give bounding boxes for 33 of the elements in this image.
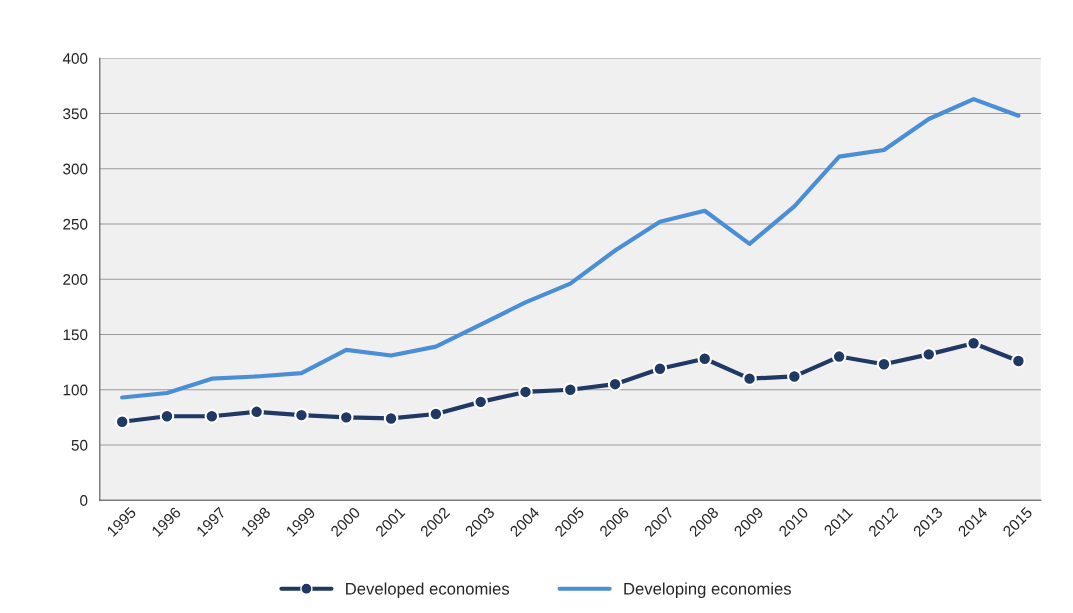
point [831, 349, 847, 364]
point [428, 406, 444, 422]
y-tick-label: 0 [80, 495, 88, 506]
y-tick-label: 350 [63, 108, 88, 120]
point [383, 411, 399, 426]
y-tick-label: 50 [71, 439, 88, 451]
point [518, 384, 533, 400]
point [204, 408, 220, 424]
point [563, 382, 578, 398]
point [787, 369, 802, 384]
legend-label: Developing economies [624, 582, 791, 598]
point [607, 376, 623, 392]
point [249, 404, 264, 420]
point [1011, 353, 1026, 369]
point [473, 394, 488, 410]
line-series [120, 97, 1021, 400]
point [966, 336, 981, 351]
point [294, 407, 309, 423]
legend-label: Developed economies [346, 582, 510, 598]
point [921, 347, 937, 362]
point [159, 408, 175, 424]
y-tick-label: 400 [62, 53, 88, 64]
point [876, 357, 892, 372]
point [742, 371, 757, 386]
y-tick-label: 300 [63, 163, 88, 175]
point [652, 361, 668, 377]
y-tick-label: 250 [63, 218, 88, 230]
point [114, 414, 130, 430]
y-tick-label: 200 [63, 274, 88, 285]
point [338, 410, 354, 425]
y-tick-label: 100 [63, 384, 88, 396]
y-tick-label: 150 [63, 329, 88, 341]
point [697, 351, 713, 367]
